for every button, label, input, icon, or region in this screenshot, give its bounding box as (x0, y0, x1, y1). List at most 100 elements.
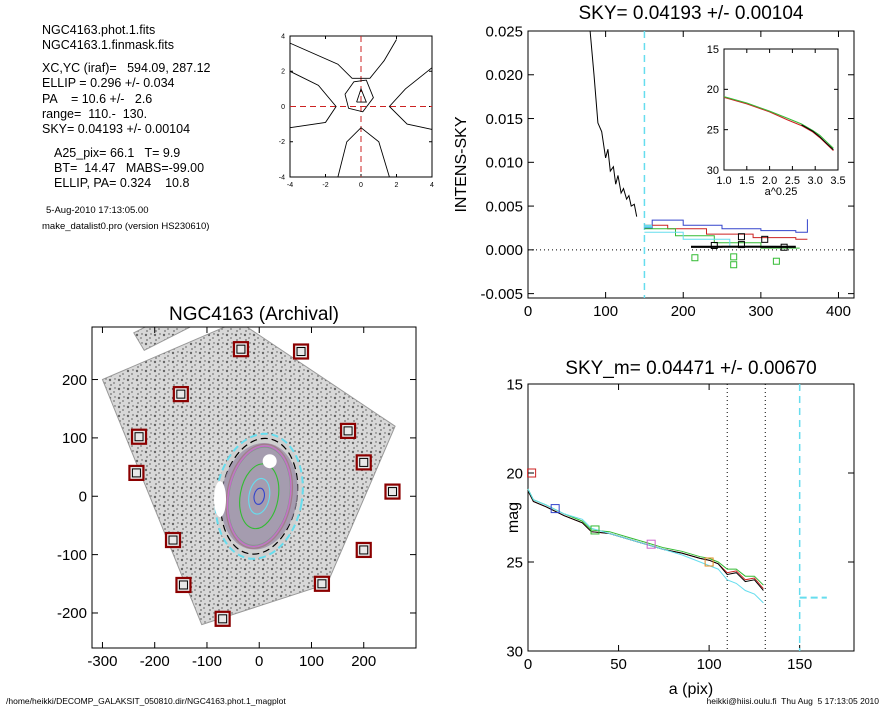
sky-box (214, 610, 231, 627)
x-tick-label: 400 (826, 303, 851, 320)
plot-frame (527, 383, 855, 652)
sky-square (780, 243, 788, 251)
sky-box-inner (134, 432, 144, 442)
program-name: make_datalist0.pro (version HS230610) (42, 221, 210, 232)
y-tick-label: 20 (506, 465, 523, 482)
sky-box (292, 343, 310, 360)
inset-background (724, 49, 838, 170)
x-tick-label: 50 (610, 656, 627, 673)
sky-box (232, 341, 250, 358)
timestamp: 5-Aug-2010 17:13:05.00 (46, 205, 149, 216)
x-tick-label: 150 (787, 656, 812, 673)
masked-star (262, 454, 277, 469)
x-tick-label: 2.5 (785, 175, 800, 187)
x-tick-label: -300 (87, 653, 117, 670)
mag-line (527, 490, 764, 591)
sky-box-inner (317, 579, 327, 589)
position-angle: PA = 10.6 +/- 2.6 (42, 92, 153, 106)
bt-mabs: BT= 14.47 MABS=-99.00 (54, 161, 205, 175)
isophote-ellipse (227, 445, 292, 547)
file-name: NGC4163.phot.1.fits (42, 23, 156, 37)
profile-line (644, 224, 808, 240)
y-tick-label: 30 (707, 165, 719, 177)
inset-plot: 1.0 1.5 2.0 2.5 3.0 3.5 15 20 25 30 a^0.25 (707, 44, 846, 198)
y-tick-label: 200 (62, 372, 87, 389)
inset-line (801, 124, 834, 151)
x-tick-label: 100 (697, 656, 722, 673)
contour-line (356, 87, 367, 103)
inset-line (723, 96, 834, 151)
sky-square-green (730, 261, 738, 269)
sky-profile-plot: SKY= 0.04193 +/- 0.00104 INTENS-SKY 0 100 20… (453, 3, 855, 320)
mag-line (527, 488, 764, 604)
x-tick-label: -4 (287, 182, 293, 189)
sky-box (355, 454, 372, 471)
isophote-ellipse (253, 487, 266, 505)
y-tick-label: 0.010 (485, 155, 523, 172)
x-tick-label: 1.5 (739, 175, 754, 187)
x-axis-label: a (pix) (669, 681, 713, 698)
x-tick-label: 100 (593, 303, 618, 320)
image-content (101, 327, 401, 627)
contour-line (289, 70, 337, 129)
y-tick-label: 4 (281, 33, 285, 40)
y-tick-label: 25 (506, 554, 523, 571)
profile-line (644, 228, 800, 249)
sky-box (175, 576, 192, 594)
y-tick-label: 25 (707, 125, 719, 137)
sky-box-inner (236, 344, 246, 354)
y-tick-label: 0.015 (485, 111, 523, 128)
y-tick-label: 15 (707, 44, 719, 56)
chart-title: SKY= 0.04193 +/- 0.00104 (578, 3, 803, 24)
mag-line (527, 488, 764, 586)
y-tick-label: 2 (281, 69, 285, 76)
y-tick-label: 20 (707, 84, 719, 96)
x-tick-label: 3.5 (830, 175, 845, 187)
sky-box-inner (218, 614, 228, 624)
x-tick-label: 0 (524, 303, 532, 320)
sky-box (128, 464, 145, 482)
x-tick-label: 200 (351, 653, 376, 670)
sky-box-inner (359, 545, 369, 555)
profile-line (589, 30, 638, 217)
plot-frame (91, 326, 417, 649)
sky-box (355, 541, 372, 559)
sky-box-inner (168, 535, 178, 545)
y-tick-label: -4 (279, 174, 285, 181)
x-tick-label: -2 (322, 182, 328, 189)
mag-square (550, 504, 560, 514)
sky-box-inner (131, 468, 141, 478)
x-tick-label: 200 (671, 303, 696, 320)
x-tick-label: 2 (395, 182, 399, 189)
sky-box-inner (387, 487, 397, 497)
sky-box (384, 483, 401, 500)
y-axis-label: mag (505, 502, 522, 533)
plot-frame (527, 30, 855, 299)
x-tick-label: 100 (299, 653, 324, 670)
mag-profile-plot: SKY_m= 0.04471 +/- 0.00670 a (pix) mag 0 50 1… (505, 358, 855, 698)
x-tick-label: 0 (255, 653, 263, 670)
x-tick-label: 0 (524, 656, 532, 673)
mag-square (590, 525, 600, 535)
x-tick-label: -200 (140, 653, 170, 670)
sky-square-green (730, 253, 738, 261)
y-axis-label: INTENS-SKY (453, 116, 470, 212)
x-tick-label: 0 (359, 182, 363, 189)
mag-square (527, 468, 537, 478)
sky-box-inner (343, 426, 353, 436)
x-tick-label: 3.0 (808, 175, 823, 187)
sky-box-inner (176, 389, 186, 399)
contour-plot: -4 -2 0 2 4 -4 -2 0 2 4 (279, 33, 434, 189)
y-tick-label: 100 (62, 430, 87, 447)
y-tick-label: 0.000 (485, 242, 523, 259)
x-tick-label: 1.0 (716, 175, 731, 187)
mag-square (704, 557, 714, 567)
x-tick-label: 4 (430, 182, 434, 189)
isophote-ellipse (248, 477, 271, 515)
sky-box (339, 422, 357, 439)
ellipticity: ELLIP = 0.296 +/- 0.034 (42, 76, 175, 90)
sky-square (737, 233, 745, 241)
contour-line (388, 67, 433, 130)
y-tick-label: -0.005 (480, 286, 523, 303)
